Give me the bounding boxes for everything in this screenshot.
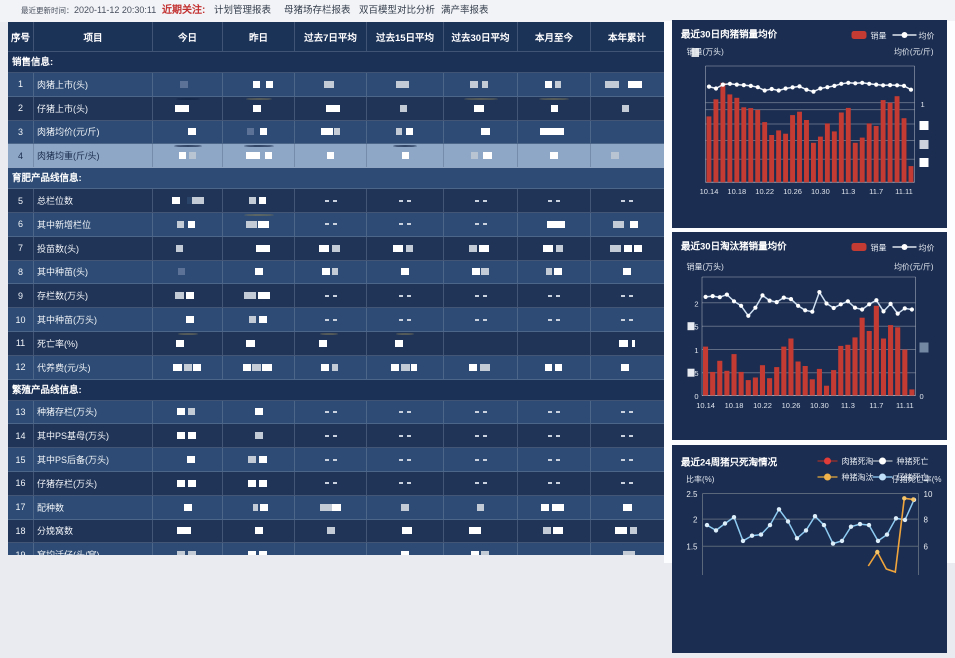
svg-text:11.3: 11.3: [841, 187, 855, 196]
svg-text:最近30日肉猪销量均价: 最近30日肉猪销量均价: [681, 29, 778, 41]
svg-text:比率(%): 比率(%): [686, 474, 715, 484]
svg-text:均价(元/斤): 均价(元/斤): [893, 47, 933, 57]
svg-text:10.26: 10.26: [783, 187, 802, 196]
svg-text:销量(万头): 销量(万头): [686, 47, 724, 57]
svg-text:2.5: 2.5: [686, 490, 698, 499]
svg-text:2: 2: [693, 515, 698, 524]
svg-text:11.11: 11.11: [895, 187, 913, 196]
svg-text:均价: 均价: [918, 242, 934, 252]
svg-text:2: 2: [694, 299, 698, 308]
svg-text:1: 1: [920, 100, 924, 109]
svg-text:10.30: 10.30: [811, 187, 830, 196]
svg-text:10.22: 10.22: [755, 187, 774, 196]
svg-text:0: 0: [919, 392, 923, 401]
svg-text:11.7: 11.7: [869, 187, 883, 196]
svg-text:1: 1: [694, 346, 698, 355]
svg-text:均价(元/斤): 均价(元/斤): [893, 261, 933, 271]
svg-text:仔猪死亡: 仔猪死亡: [896, 472, 928, 482]
svg-text:10.26: 10.26: [781, 401, 800, 410]
svg-text:销量: 销量: [870, 242, 886, 252]
svg-text:种猪淘汰: 种猪淘汰: [841, 472, 873, 482]
svg-text:肉猪死淘: 肉猪死淘: [841, 456, 873, 466]
svg-text:销量: 销量: [870, 31, 886, 41]
svg-text:5: 5: [694, 322, 698, 331]
svg-text:11.11: 11.11: [895, 401, 913, 410]
svg-text:10.14: 10.14: [699, 187, 718, 196]
svg-text:8: 8: [923, 515, 928, 524]
svg-text:种猪死亡: 种猪死亡: [896, 456, 928, 466]
svg-text:均价: 均价: [918, 31, 934, 41]
svg-text:6: 6: [923, 542, 928, 551]
svg-text:仔猪死亡率(%: 仔猪死亡率(%: [891, 474, 941, 484]
svg-text:0: 0: [694, 392, 698, 401]
svg-text:10.18: 10.18: [724, 401, 743, 410]
svg-text:1.5: 1.5: [686, 542, 698, 551]
svg-text:10.30: 10.30: [810, 401, 829, 410]
svg-text:最近24周猪只死淘情况: 最近24周猪只死淘情况: [681, 456, 778, 468]
svg-text:5: 5: [694, 369, 698, 378]
svg-text:10.22: 10.22: [753, 401, 772, 410]
svg-text:11.7: 11.7: [869, 401, 883, 410]
svg-text:11.3: 11.3: [840, 401, 854, 410]
svg-text:10.18: 10.18: [727, 187, 746, 196]
svg-text:销量(万头): 销量(万头): [686, 261, 724, 271]
svg-text:10.14: 10.14: [696, 401, 715, 410]
svg-text:最近30日淘汰猪销量均价: 最近30日淘汰猪销量均价: [681, 240, 787, 252]
svg-text:10: 10: [923, 490, 932, 499]
